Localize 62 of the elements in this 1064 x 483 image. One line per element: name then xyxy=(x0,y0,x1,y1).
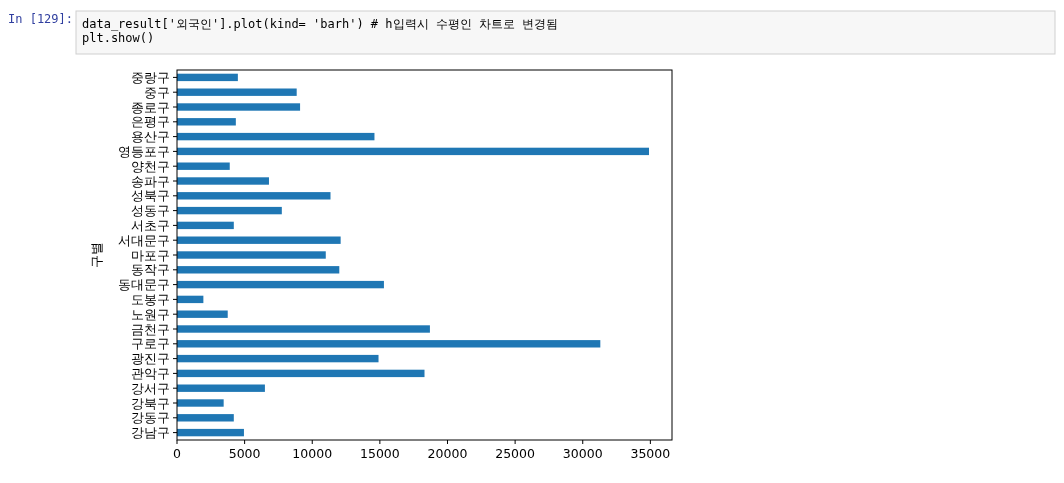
x-tick-label: 35000 xyxy=(630,446,671,461)
y-tick-label: 중랑구 xyxy=(131,69,170,85)
x-tick-label: 25000 xyxy=(495,446,536,461)
bar xyxy=(177,369,425,378)
y-tick-label: 광진구 xyxy=(131,351,170,367)
bar xyxy=(177,88,297,96)
bar xyxy=(177,118,236,126)
bar xyxy=(177,384,265,392)
y-tick-label: 도봉구 xyxy=(131,291,170,307)
bar xyxy=(177,147,650,156)
y-tick-label: 은평구 xyxy=(131,114,170,130)
y-tick-label: 관악구 xyxy=(131,365,170,381)
bar xyxy=(177,192,331,200)
y-tick-label: 서대문구 xyxy=(118,232,170,248)
y-tick-label: 중구 xyxy=(144,84,170,100)
y-tick-label: 강남구 xyxy=(131,425,170,441)
y-tick-label: 강동구 xyxy=(131,410,170,426)
y-tick-label: 영등포구 xyxy=(118,143,170,159)
y-tick-label: 강서구 xyxy=(131,380,170,396)
text: In [129]: xyxy=(8,12,74,26)
bar xyxy=(177,221,234,230)
text: plt.show() xyxy=(82,31,155,45)
y-tick-label: 송파구 xyxy=(131,173,170,189)
x-tick-label: 30000 xyxy=(562,446,603,461)
bar xyxy=(177,399,224,407)
bar xyxy=(177,295,204,304)
bar xyxy=(177,340,601,348)
bar xyxy=(177,280,384,289)
bar xyxy=(177,310,228,318)
y-axis-title: 구별 xyxy=(89,242,104,268)
bar xyxy=(177,266,340,274)
y-tick-label: 종로구 xyxy=(131,99,170,115)
bar xyxy=(177,236,341,244)
bar xyxy=(177,132,375,141)
x-tick-label: 10000 xyxy=(292,446,333,461)
y-tick-label: 강북구 xyxy=(131,395,170,411)
y-tick-label: 양천구 xyxy=(131,158,170,174)
bar xyxy=(177,73,238,82)
bar xyxy=(177,206,282,215)
x-tick-label: 20000 xyxy=(427,446,468,461)
y-tick-label: 동작구 xyxy=(131,262,170,278)
x-tick-label: 5000 xyxy=(228,446,261,461)
y-tick-label: 성동구 xyxy=(131,203,170,219)
y-tick-label: 용산구 xyxy=(131,129,170,145)
y-tick-label: 노원구 xyxy=(131,306,170,322)
y-tick-label: 구로구 xyxy=(131,336,170,352)
bar xyxy=(177,177,269,185)
bar xyxy=(177,251,326,259)
y-tick-label: 서초구 xyxy=(131,217,170,233)
y-tick-label: 동대문구 xyxy=(118,277,170,293)
y-tick-label: 마포구 xyxy=(131,247,170,263)
bar xyxy=(177,354,379,363)
bar xyxy=(177,162,230,170)
bar xyxy=(177,103,301,111)
bar xyxy=(177,414,234,422)
x-tick-label: 0 xyxy=(173,446,182,461)
bar xyxy=(177,325,430,333)
x-tick-label: 15000 xyxy=(359,446,400,461)
bar xyxy=(177,428,244,437)
y-tick-label: 금천구 xyxy=(131,321,170,337)
text: data_result['외국인'].plot(kind= 'barh') # h입력시 수평인 차트로 변경됨 xyxy=(82,17,559,31)
y-tick-label: 성북구 xyxy=(131,188,170,204)
